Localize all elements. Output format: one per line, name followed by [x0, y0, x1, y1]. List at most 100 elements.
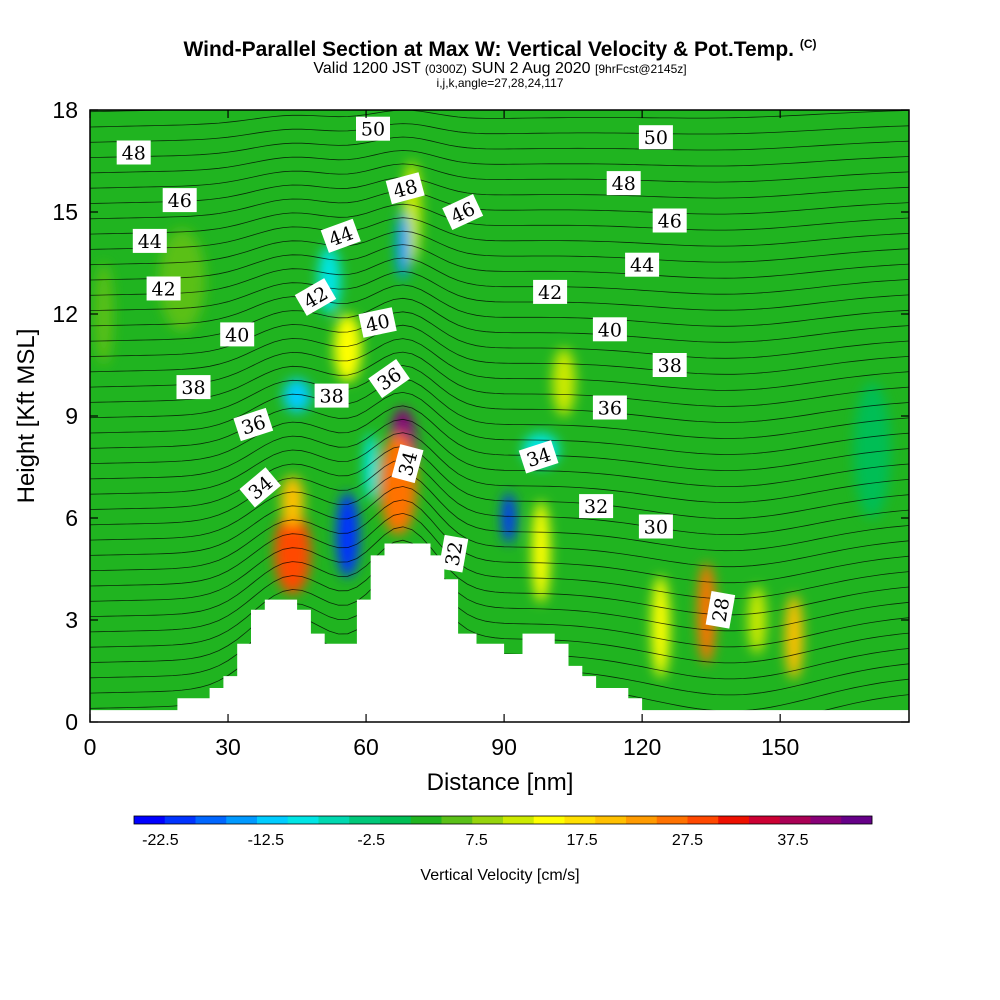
vv-cell-16: [697, 562, 716, 665]
vv-cell-7: [333, 314, 362, 382]
colorbar-swatch: [257, 816, 289, 824]
theta-label-box: [239, 467, 281, 508]
theta-label: 42: [533, 279, 568, 304]
colorbar-tick-label: -2.5: [357, 832, 385, 849]
theta-label-text: 50: [361, 119, 385, 141]
y-tick-label: 0: [65, 709, 78, 735]
colorbar-swatch: [687, 816, 719, 824]
vv-cell-2: [336, 492, 360, 578]
colorbar-swatch: [810, 816, 842, 824]
colorbar-swatch: [533, 816, 565, 824]
colorbar: [133, 815, 873, 825]
vv-cell-20: [94, 263, 114, 365]
theta-contour-line: [90, 512, 909, 600]
y-tick-label: 3: [65, 607, 78, 633]
theta-label-text: 48: [122, 143, 146, 165]
theta-label: 46: [652, 208, 687, 233]
theta-label-box: [442, 193, 484, 231]
vv-cell-6: [363, 433, 378, 501]
vv-cell-21: [853, 382, 891, 518]
theta-label: 36: [592, 395, 627, 420]
theta-label-text: 44: [138, 231, 162, 253]
theta-label-text: 32: [584, 496, 608, 518]
y-tick-label: 12: [52, 301, 78, 327]
vv-cell-3: [283, 378, 311, 413]
theta-label-text: 36: [598, 398, 622, 420]
theta-label-box: [438, 534, 469, 573]
theta-label: 38: [652, 353, 687, 377]
y-tick-label: 18: [52, 97, 78, 123]
theta-label-box: [233, 407, 274, 442]
theta-label-box: [320, 218, 361, 253]
colorbar-swatch: [718, 816, 750, 824]
theta-contour-line: [90, 203, 909, 235]
theta-contour-line: [90, 338, 909, 391]
theta-contour-line: [90, 486, 909, 568]
theta-label-box: [606, 171, 641, 196]
theta-label-box: [518, 440, 559, 474]
theta-contour-line: [90, 123, 909, 143]
theta-label-text: 30: [644, 517, 668, 539]
vv-cell-17: [747, 586, 767, 654]
colorbar-swatch: [503, 816, 535, 824]
theta-contour-line: [90, 150, 909, 174]
colorbar-swatch: [195, 816, 227, 824]
theta-contour-line: [90, 365, 909, 423]
theta-label: 42: [146, 276, 181, 301]
theta-label-text: 50: [644, 127, 668, 149]
forecast-info: [9hrFcst@2145z]: [595, 62, 687, 76]
theta-label-box: [162, 188, 197, 213]
theta-label: 32: [579, 494, 614, 519]
colorbar-swatch: [595, 816, 627, 824]
theta-label-box: [592, 395, 627, 420]
theta-label-box: [592, 317, 627, 342]
colorbar-tick-label: -22.5: [142, 832, 179, 849]
y-tick-label: 6: [65, 505, 78, 531]
theta-label-box: [579, 494, 614, 519]
theta-contour-line: [90, 110, 909, 128]
theta-contour-line: [90, 553, 909, 648]
theta-label: 48: [116, 140, 151, 165]
colorbar-swatch: [380, 816, 412, 824]
theta-contour-line: [90, 472, 909, 552]
theta-label-box: [132, 228, 167, 253]
theta-label-text: 38: [181, 377, 205, 399]
theta-contour-line: [90, 391, 909, 455]
theta-contour-line: [90, 110, 186, 113]
theta-label-box: [652, 353, 687, 377]
theta-label: 40: [358, 307, 397, 338]
theta-label: 28: [705, 590, 736, 629]
x-tick-label: 150: [761, 734, 799, 760]
colorbar-swatch: [349, 816, 381, 824]
theta-label: 40: [220, 322, 255, 347]
theta-contour-line: [90, 244, 909, 281]
theta-contour-line: [90, 324, 909, 375]
x-axis-label: Distance [nm]: [427, 769, 574, 796]
theta-contour-line: [90, 499, 909, 584]
x-tick-label: 0: [84, 734, 97, 760]
theta-label: 44: [132, 228, 167, 253]
colorbar-swatch: [287, 816, 319, 824]
vv-cell-14: [552, 348, 576, 416]
theta-label-box: [314, 383, 349, 408]
theta-label: 50: [356, 116, 390, 141]
x-tick-label: 30: [215, 734, 241, 760]
theta-contour-line: [90, 311, 909, 359]
theta-label: 32: [438, 534, 469, 573]
theta-label-box: [220, 322, 255, 347]
theta-label-text: 42: [538, 282, 562, 304]
vv-cell-10: [395, 212, 410, 280]
theta-label-box: [533, 279, 568, 304]
theta-label-text: 38: [658, 355, 682, 377]
x-tick-label: 90: [491, 734, 517, 760]
theta-contour-line: [90, 432, 909, 504]
colorbar-swatch: [164, 816, 196, 824]
valid-date: SUN 2 Aug 2020: [471, 60, 591, 77]
theta-contour-line: [90, 217, 909, 250]
colorbar-swatch: [472, 816, 504, 824]
theta-label-text: 32: [442, 540, 468, 568]
theta-contour-line: [90, 566, 909, 664]
colorbar-swatch: [441, 816, 473, 824]
theta-label-text: 28: [708, 596, 734, 624]
